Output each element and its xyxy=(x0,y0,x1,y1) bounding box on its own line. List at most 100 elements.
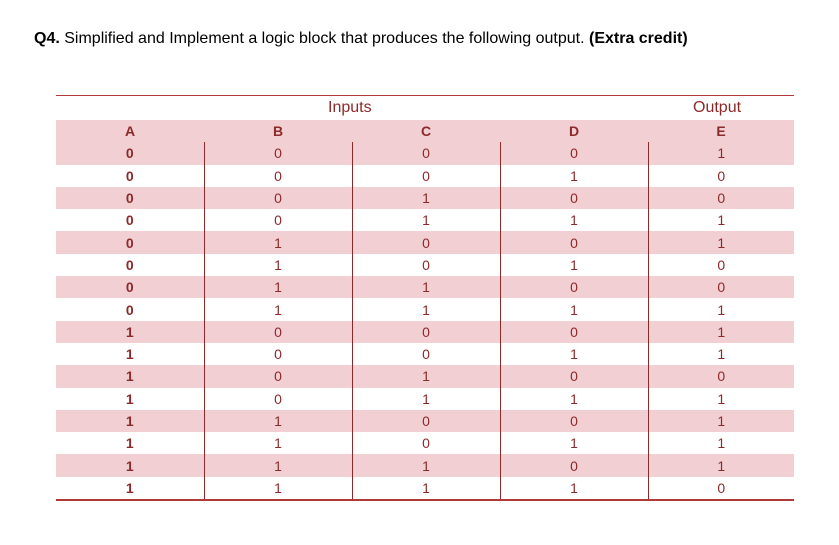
output-group-label: Output xyxy=(693,99,742,116)
table-bottom-rule xyxy=(56,499,794,502)
cell-c: 1 xyxy=(351,209,500,232)
cell-e: 1 xyxy=(647,231,794,254)
cell-b: 1 xyxy=(203,476,352,500)
cell-c: 0 xyxy=(351,231,500,254)
cell-b: 0 xyxy=(203,365,352,388)
cell-b: 0 xyxy=(203,142,352,165)
cell-d: 1 xyxy=(499,432,648,455)
cell-a: 0 xyxy=(125,256,134,273)
cell-a: 1 xyxy=(125,323,134,340)
cell-a: 0 xyxy=(125,234,134,251)
cell-a: 0 xyxy=(125,279,134,296)
cell-e: 0 xyxy=(647,253,794,277)
cell-c: 0 xyxy=(351,320,500,343)
cell-c: 1 xyxy=(351,365,500,388)
extra-credit-label: (Extra credit) xyxy=(588,30,688,47)
cell-d: 0 xyxy=(499,320,648,343)
cell-d: 1 xyxy=(499,253,648,277)
cell-e: 1 xyxy=(647,409,794,433)
cell-b: 1 xyxy=(203,454,352,477)
cell-e: 0 xyxy=(647,164,794,187)
cell-d: 0 xyxy=(499,409,648,433)
cell-e: 1 xyxy=(647,298,794,321)
cell-e: 1 xyxy=(647,320,794,343)
cell-d: 1 xyxy=(499,209,648,232)
cell-d: 0 xyxy=(499,231,648,254)
column-header-e: E xyxy=(716,123,726,140)
cell-d: 1 xyxy=(499,298,648,321)
cell-c: 0 xyxy=(351,142,500,165)
inputs-group-label: Inputs xyxy=(328,99,372,116)
cell-c: 0 xyxy=(351,253,500,277)
cell-a: 0 xyxy=(125,167,134,184)
cell-d: 0 xyxy=(499,365,648,388)
cell-e: 1 xyxy=(647,209,794,232)
table-top-rule xyxy=(56,95,794,96)
cell-a: 0 xyxy=(125,212,134,229)
cell-b: 1 xyxy=(203,409,352,433)
cell-a: 1 xyxy=(125,479,134,496)
cell-a: 1 xyxy=(125,457,134,474)
cell-c: 1 xyxy=(351,276,500,299)
cell-d: 1 xyxy=(499,387,648,410)
cell-e: 1 xyxy=(647,387,794,410)
cell-c: 1 xyxy=(351,298,500,321)
cell-e: 0 xyxy=(647,276,794,299)
cell-c: 0 xyxy=(351,342,500,366)
cell-e: 0 xyxy=(647,365,794,388)
cell-c: 0 xyxy=(351,164,500,187)
cell-b: 1 xyxy=(203,231,352,254)
cell-b: 0 xyxy=(203,342,352,366)
cell-d: 1 xyxy=(499,164,648,187)
cell-d: 0 xyxy=(499,276,648,299)
cell-d: 1 xyxy=(499,342,648,366)
column-header-a: A xyxy=(124,123,136,140)
cell-a: 1 xyxy=(125,435,134,452)
cell-b: 0 xyxy=(203,186,352,210)
cell-a: 1 xyxy=(125,368,134,385)
cell-b: 1 xyxy=(203,253,352,277)
cell-d: 0 xyxy=(499,186,648,210)
cell-a: 1 xyxy=(125,390,134,407)
cell-b: 1 xyxy=(203,298,352,321)
cell-c: 1 xyxy=(351,186,500,210)
cell-c: 0 xyxy=(351,432,500,455)
cell-c: 0 xyxy=(351,409,500,433)
cell-c: 1 xyxy=(351,454,500,477)
cell-e: 1 xyxy=(647,142,794,165)
column-header-d: D xyxy=(568,123,580,140)
cell-a: 1 xyxy=(125,346,134,363)
table-header-row: A B C D E xyxy=(56,120,794,143)
cell-a: 0 xyxy=(125,190,134,207)
cell-b: 0 xyxy=(203,320,352,343)
cell-d: 0 xyxy=(499,454,648,477)
cell-b: 0 xyxy=(203,387,352,410)
cell-e: 0 xyxy=(647,186,794,210)
cell-a: 1 xyxy=(125,413,134,429)
group-header: Inputs Output xyxy=(56,96,794,120)
cell-e: 0 xyxy=(647,476,794,500)
cell-e: 1 xyxy=(647,342,794,366)
cell-b: 1 xyxy=(203,276,352,299)
question-text: Q4. Simplified and Implement a logic blo… xyxy=(34,30,688,48)
cell-a: 0 xyxy=(125,145,134,162)
cell-d: 0 xyxy=(499,142,648,165)
cell-d: 1 xyxy=(499,476,648,500)
